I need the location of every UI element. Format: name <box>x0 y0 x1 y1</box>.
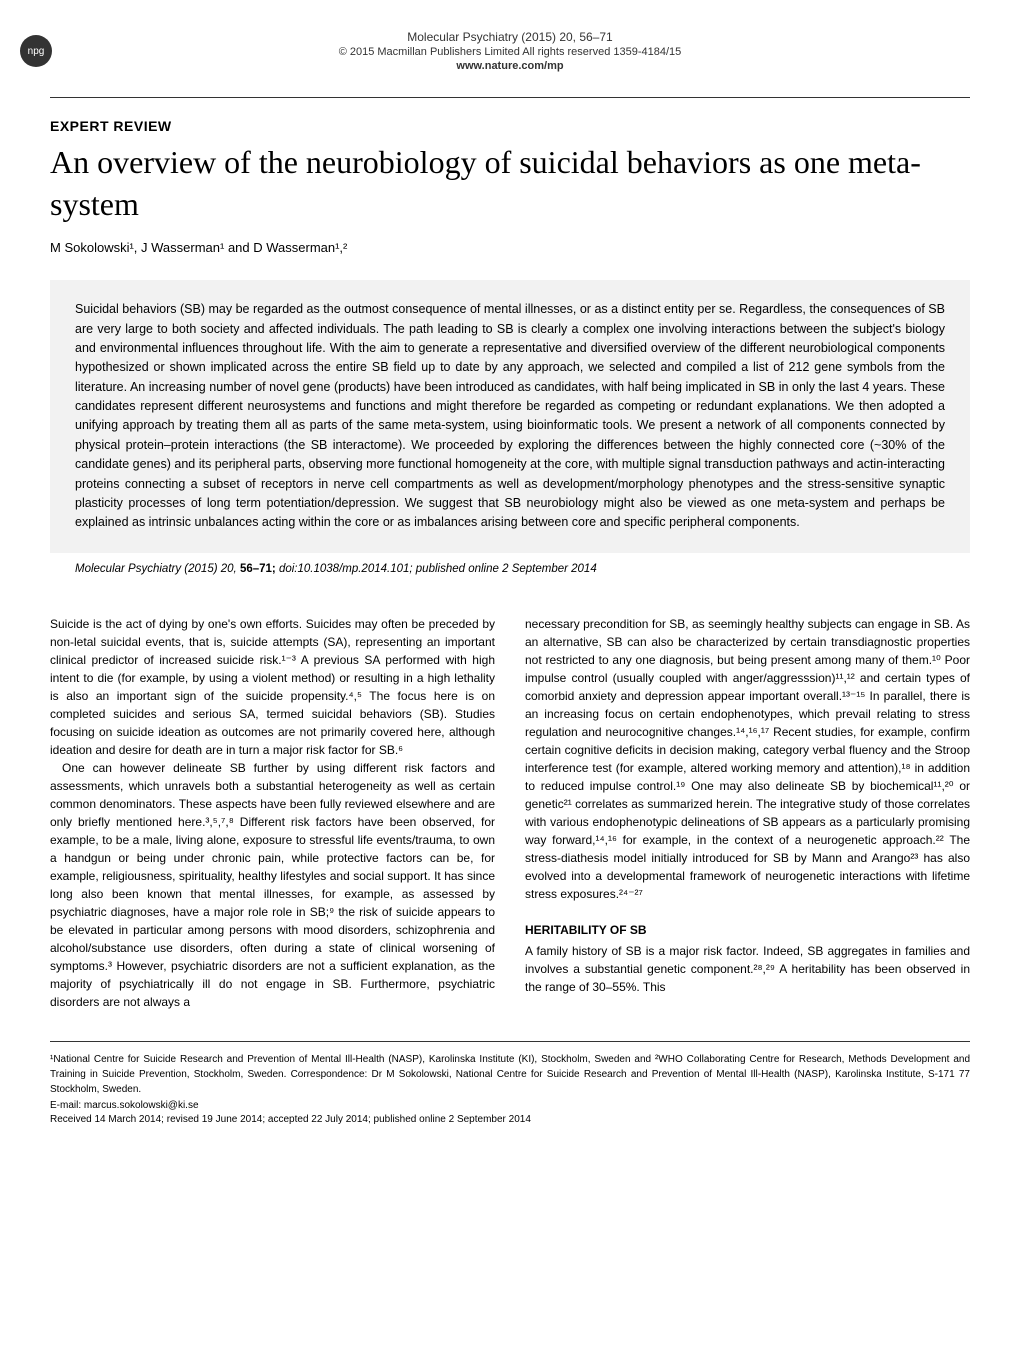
article-citation: Molecular Psychiatry (2015) 20, 56–71; d… <box>50 563 970 575</box>
citation-doi: doi:10.1038/mp.2014.101; published onlin… <box>279 563 597 575</box>
body-paragraph-3: necessary precondition for SB, as seemin… <box>525 615 970 903</box>
correspondence-email[interactable]: E-mail: marcus.sokolowski@ki.se <box>50 1100 970 1111</box>
affiliations-text: ¹National Centre for Suicide Research an… <box>50 1052 970 1097</box>
body-paragraph-4: A family history of SB is a major risk f… <box>525 942 970 996</box>
npg-badge-icon: npg <box>20 35 52 67</box>
citation-journal: Molecular Psychiatry <box>75 563 181 575</box>
body-paragraph-1: Suicide is the act of dying by one's own… <box>50 615 495 759</box>
received-dates: Received 14 March 2014; revised 19 June … <box>50 1114 970 1125</box>
copyright-line: © 2015 Macmillan Publishers Limited All … <box>50 46 970 58</box>
citation-year-vol: (2015) 20, <box>184 563 236 575</box>
header-divider <box>50 97 970 98</box>
footer-divider <box>50 1041 970 1042</box>
author-list: M Sokolowski¹, J Wasserman¹ and D Wasser… <box>50 240 970 255</box>
abstract-box: Suicidal behaviors (SB) may be regarded … <box>50 280 970 553</box>
article-title: An overview of the neurobiology of suici… <box>50 142 970 225</box>
body-text-columns: Suicide is the act of dying by one's own… <box>50 615 970 1011</box>
article-type-label: EXPERT REVIEW <box>50 118 970 134</box>
website-link[interactable]: www.nature.com/mp <box>50 60 970 72</box>
section-heading-heritability: HERITABILITY OF SB <box>525 921 970 939</box>
body-paragraph-2: One can however delineate SB further by … <box>50 759 495 1011</box>
citation-pages: 56–71; <box>240 563 276 575</box>
abstract-text: Suicidal behaviors (SB) may be regarded … <box>75 302 945 529</box>
page-header: npg Molecular Psychiatry (2015) 20, 56–7… <box>50 30 970 72</box>
journal-citation: Molecular Psychiatry (2015) 20, 56–71 <box>50 30 970 44</box>
